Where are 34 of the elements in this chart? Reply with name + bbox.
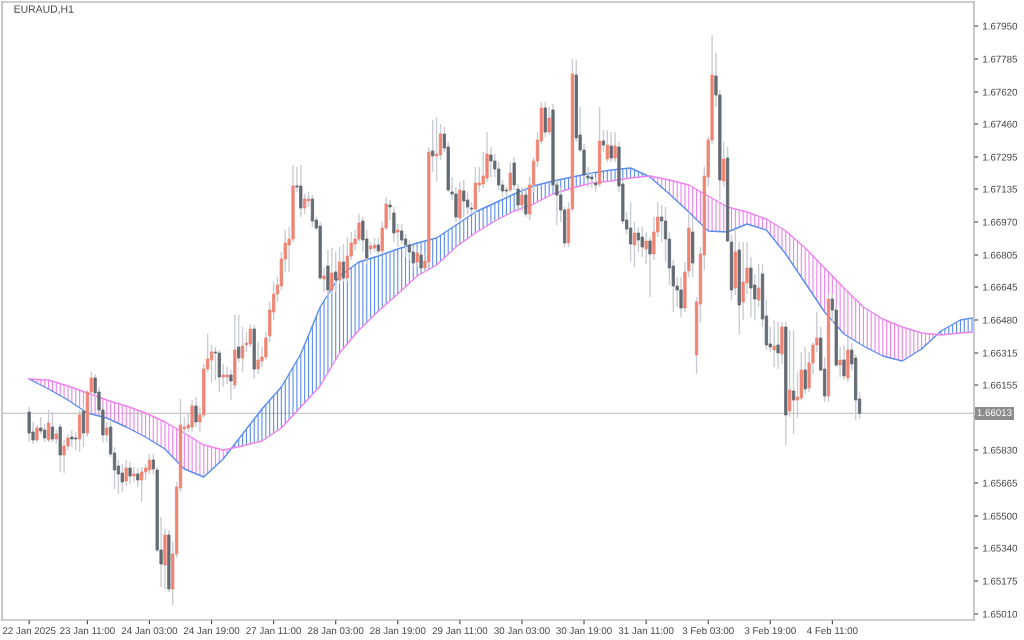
x-tick-label: 3 Feb 03:00 <box>682 626 734 635</box>
y-tick-label: 1.66805 <box>983 251 1018 259</box>
y-tick-label: 1.65175 <box>983 577 1018 585</box>
y-tick-label: 1.66645 <box>983 283 1018 291</box>
y-tick-label: 1.65340 <box>983 544 1018 552</box>
ref-line-label: 1.66013 <box>977 409 1012 417</box>
y-tick-label: 1.67950 <box>983 22 1018 30</box>
y-tick-label: 1.67295 <box>983 153 1018 161</box>
y-tick-label: 1.67620 <box>983 88 1018 96</box>
x-tick-label: 3 Feb 19:00 <box>744 626 796 635</box>
x-tick-label: 4 Feb 11:00 <box>807 626 858 635</box>
chart-title: EURAUD,H1 <box>14 5 74 14</box>
x-tick-label: 22 Jan 2025 <box>2 627 56 635</box>
y-tick-label: 1.67785 <box>983 55 1018 63</box>
y-tick-label: 1.65500 <box>983 512 1018 520</box>
x-tick-label: 28 Jan 19:00 <box>370 627 426 635</box>
x-tick-label: 28 Jan 03:00 <box>308 627 364 635</box>
y-tick-label: 1.66155 <box>983 381 1018 389</box>
x-tick-label: 23 Jan 11:00 <box>60 627 115 635</box>
x-tick-label: 27 Jan 11:00 <box>246 627 301 635</box>
x-tick-label: 30 Jan 19:00 <box>556 627 612 635</box>
y-tick-label: 1.67135 <box>983 185 1018 193</box>
y-tick-label: 1.65665 <box>983 479 1018 487</box>
y-tick-label: 1.65830 <box>983 446 1018 454</box>
x-tick-label: 30 Jan 03:00 <box>494 627 550 635</box>
y-tick-label: 1.66480 <box>983 316 1018 324</box>
y-tick-label: 1.65010 <box>983 610 1018 618</box>
x-tick-label: 24 Jan 03:00 <box>121 627 178 635</box>
x-tick-label: 24 Jan 19:00 <box>183 627 240 635</box>
x-tick-label: 29 Jan 11:00 <box>432 627 488 635</box>
x-tick-label: 31 Jan 11:00 <box>618 627 674 635</box>
y-tick-label: 1.67460 <box>983 120 1018 128</box>
y-tick-label: 1.66315 <box>983 349 1018 357</box>
y-tick-label: 1.66970 <box>983 218 1018 226</box>
